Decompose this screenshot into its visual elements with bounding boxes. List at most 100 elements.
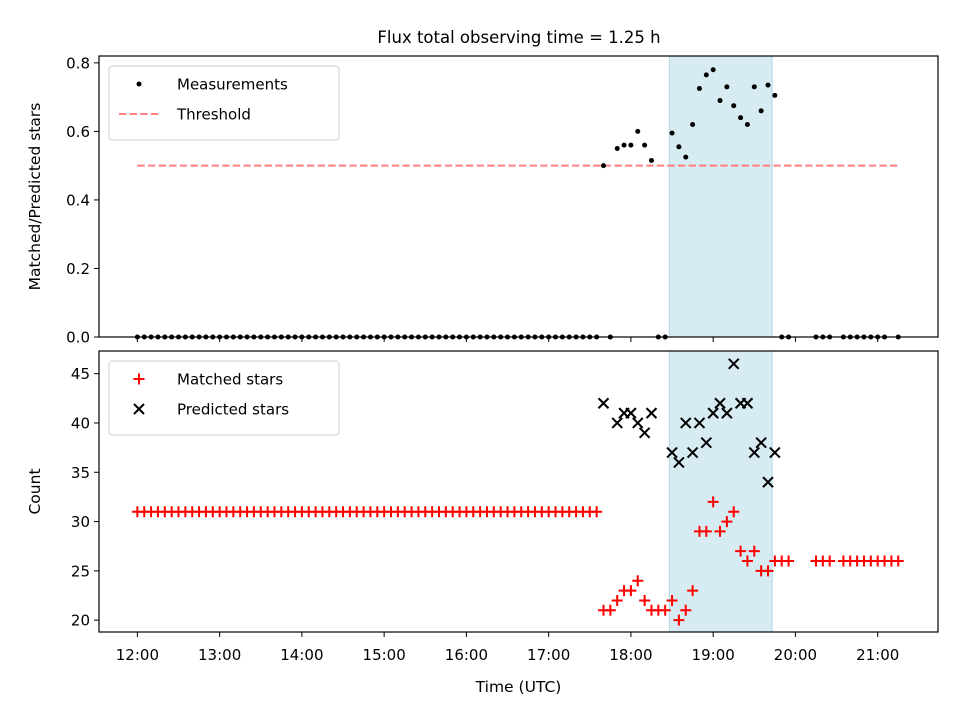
y-tick-label: 0.4	[66, 191, 90, 209]
predicted-stars-point	[728, 358, 740, 370]
legend-label: Measurements	[177, 76, 288, 94]
measurement-point	[765, 82, 771, 88]
matched-stars-point	[680, 604, 692, 616]
predicted-stars-point	[625, 407, 637, 419]
measurement-point	[710, 67, 716, 73]
predicted-stars-point	[686, 446, 699, 459]
matched-stars-point	[700, 525, 712, 537]
legend-label: Threshold	[176, 106, 251, 124]
matched-stars-point	[783, 555, 795, 567]
measurement-point	[744, 122, 750, 128]
axes-frame	[98, 350, 939, 633]
matched-stars-point	[666, 594, 678, 606]
predicted-stars-point	[762, 476, 774, 488]
predicted-stars-point	[611, 417, 623, 429]
matched-stars-point	[687, 585, 699, 597]
predicted-stars-point	[645, 407, 658, 419]
x-tick-label: 16:00	[445, 646, 488, 664]
y-axis-label: Count	[26, 468, 44, 514]
x-tick-label: 17:00	[527, 646, 570, 664]
measurement-point	[717, 98, 723, 104]
predicted-stars-point	[632, 417, 644, 429]
x-tick-label: 12:00	[116, 646, 159, 664]
predicted-stars-point	[755, 436, 767, 449]
predicted-stars-point	[707, 407, 719, 419]
measurement-point	[648, 158, 654, 164]
series-matched-stars	[131, 496, 904, 626]
measurement-point	[676, 144, 682, 150]
predicted-stars-point	[700, 436, 713, 449]
measurement-point	[690, 122, 696, 128]
matched-stars-point	[673, 614, 685, 626]
count-panel: 20 25 30 35 40 45 12:00 13:00 14:00 15:00 16:00 17:…	[26, 350, 939, 696]
x-tick-label: 19:00	[692, 646, 735, 664]
legend: Matched stars Predicted stars	[108, 360, 340, 436]
measurement-point	[738, 115, 744, 121]
measurement-point	[669, 130, 675, 136]
predicted-stars-point	[721, 407, 733, 419]
matched-stars-point	[721, 516, 733, 528]
ratio-panel: 0.0 0.2 0.4 0.6 0.8 Matched/Predicted stars Me…	[26, 54, 939, 347]
legend-label: Matched stars	[177, 371, 283, 389]
y-tick-label: 35	[71, 464, 90, 482]
predicted-stars-point	[673, 456, 685, 469]
measurement-point	[772, 92, 778, 98]
y-tick-label: 25	[71, 562, 90, 580]
measurement-point	[621, 142, 627, 148]
x-tick-label: 13:00	[198, 646, 241, 664]
measurement-point	[628, 142, 634, 148]
y-tick-label: 40	[71, 414, 90, 432]
x-tick-label: 15:00	[363, 646, 406, 664]
matched-stars-point	[762, 565, 774, 577]
measurement-point	[731, 103, 737, 109]
matched-stars-point	[632, 575, 644, 587]
legend-label: Predicted stars	[177, 401, 289, 419]
y-tick-label: 20	[71, 612, 90, 630]
x-tick-label: 18:00	[609, 646, 652, 664]
measurement-point	[703, 72, 709, 78]
y-tick-label: 0.0	[66, 329, 90, 347]
matched-stars-point	[659, 604, 671, 616]
x-tick-label: 20:00	[774, 646, 817, 664]
observing-span-shade	[668, 350, 773, 633]
measurement-point	[642, 142, 648, 148]
measurement-point	[614, 146, 620, 152]
matched-stars-point	[625, 585, 637, 597]
measurement-point	[683, 154, 689, 160]
predicted-stars-point	[769, 446, 781, 459]
matched-stars-point	[892, 555, 904, 567]
legend-marker-matched	[133, 373, 145, 385]
legend-box	[108, 65, 340, 141]
predicted-stars-point	[680, 417, 692, 429]
matched-stars-point	[604, 604, 616, 616]
series-predicted-stars	[597, 358, 781, 488]
matched-stars-point	[714, 525, 726, 537]
matched-stars-point	[707, 496, 719, 508]
predicted-stars-point	[693, 417, 706, 429]
measurement-point	[758, 108, 764, 114]
matched-stars-point	[591, 506, 603, 518]
matched-stars-point	[741, 555, 753, 567]
predicted-stars-point	[597, 397, 610, 409]
matched-stars-point	[824, 555, 836, 567]
measurement-point	[600, 163, 606, 169]
y-tick-label: 0.6	[66, 123, 90, 141]
legend: Measurements Threshold	[108, 65, 340, 141]
y-tick-label: 45	[71, 365, 90, 383]
predicted-stars-point	[666, 446, 678, 459]
predicted-stars-point	[748, 446, 761, 459]
legend-marker-predicted	[133, 403, 145, 415]
measurement-point	[724, 84, 730, 90]
predicted-stars-point	[638, 427, 651, 439]
x-tick-label: 21:00	[856, 646, 899, 664]
y-axis-label: Matched/Predicted stars	[26, 103, 44, 291]
matched-stars-point	[611, 594, 623, 606]
y-tick-label: 30	[71, 513, 90, 531]
axes-frame	[98, 55, 939, 338]
matched-stars-point	[728, 506, 740, 518]
measurement-point	[751, 84, 757, 90]
matched-stars-point	[639, 594, 651, 606]
predicted-stars-point	[741, 397, 754, 409]
x-axis-label: Time (UTC)	[475, 678, 562, 696]
y-tick-label: 0.8	[66, 54, 90, 72]
